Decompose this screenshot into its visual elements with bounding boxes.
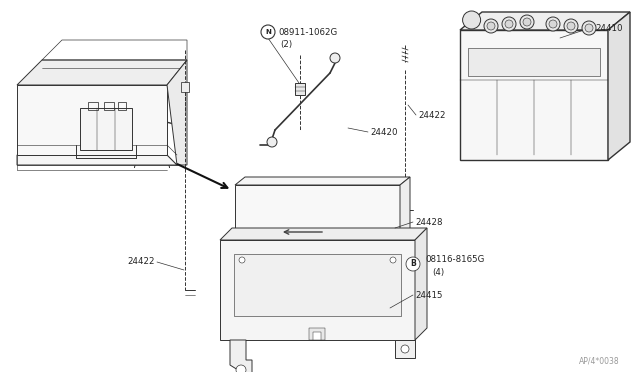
Circle shape <box>236 365 246 372</box>
Polygon shape <box>220 240 415 340</box>
Circle shape <box>520 15 534 29</box>
Text: 24422: 24422 <box>127 257 155 266</box>
Polygon shape <box>415 228 427 340</box>
Polygon shape <box>395 340 415 358</box>
Text: 24422: 24422 <box>418 110 445 119</box>
Polygon shape <box>460 12 630 30</box>
Polygon shape <box>17 155 177 165</box>
Circle shape <box>523 18 531 26</box>
Text: 08911-1062G: 08911-1062G <box>278 28 337 36</box>
Circle shape <box>564 19 578 33</box>
Circle shape <box>390 257 396 263</box>
Circle shape <box>585 24 593 32</box>
Text: (2): (2) <box>280 39 292 48</box>
Circle shape <box>567 22 575 30</box>
Polygon shape <box>235 177 410 185</box>
Bar <box>295 83 305 95</box>
Circle shape <box>502 17 516 31</box>
Text: N: N <box>265 29 271 35</box>
Circle shape <box>505 20 513 28</box>
Circle shape <box>406 257 420 271</box>
Text: 08116-8165G: 08116-8165G <box>425 256 484 264</box>
Text: 24410: 24410 <box>595 23 623 32</box>
Text: B: B <box>410 260 416 269</box>
Polygon shape <box>235 185 400 280</box>
Polygon shape <box>608 12 630 160</box>
Circle shape <box>330 53 340 63</box>
Bar <box>181 82 189 92</box>
Bar <box>118 102 126 110</box>
Polygon shape <box>17 85 167 155</box>
Polygon shape <box>460 30 608 160</box>
Circle shape <box>582 21 596 35</box>
Circle shape <box>487 22 495 30</box>
Bar <box>88 102 98 110</box>
Circle shape <box>261 25 275 39</box>
Circle shape <box>463 11 481 29</box>
Bar <box>313 332 321 340</box>
Text: AP/4*0038: AP/4*0038 <box>579 356 620 365</box>
Bar <box>309 328 325 340</box>
Circle shape <box>549 20 557 28</box>
Bar <box>468 48 600 76</box>
Text: (4): (4) <box>432 269 444 278</box>
Polygon shape <box>167 60 187 165</box>
Bar <box>104 102 114 110</box>
Polygon shape <box>17 60 187 85</box>
Circle shape <box>484 19 498 33</box>
Circle shape <box>239 257 245 263</box>
Bar <box>234 254 401 316</box>
Circle shape <box>546 17 560 31</box>
Polygon shape <box>400 177 410 280</box>
Polygon shape <box>220 228 427 240</box>
Text: 24415: 24415 <box>415 291 442 299</box>
Text: 24428: 24428 <box>415 218 442 227</box>
Polygon shape <box>230 340 252 372</box>
Circle shape <box>267 137 277 147</box>
Circle shape <box>401 345 409 353</box>
Bar <box>80 108 132 150</box>
Text: 24420: 24420 <box>370 128 397 137</box>
